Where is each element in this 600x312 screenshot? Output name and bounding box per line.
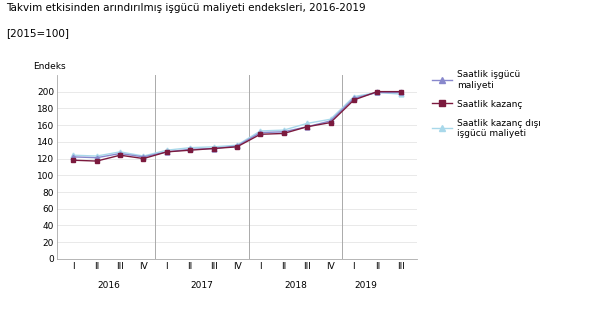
Text: 2018: 2018 <box>284 281 307 290</box>
Text: 2019: 2019 <box>354 281 377 290</box>
Text: 2017: 2017 <box>190 281 214 290</box>
Legend: Saatlik işgücü
maliyeti, Saatlik kazanç, Saatlik kazanç dışı
işgücü maliyeti: Saatlik işgücü maliyeti, Saatlik kazanç,… <box>433 70 541 138</box>
Text: [2015=100]: [2015=100] <box>6 28 69 38</box>
Text: Takvim etkisinden arındırılmış işgücü maliyeti endeksleri, 2016-2019: Takvim etkisinden arındırılmış işgücü ma… <box>6 3 365 13</box>
Text: Endeks: Endeks <box>34 62 66 71</box>
Text: 2016: 2016 <box>97 281 120 290</box>
